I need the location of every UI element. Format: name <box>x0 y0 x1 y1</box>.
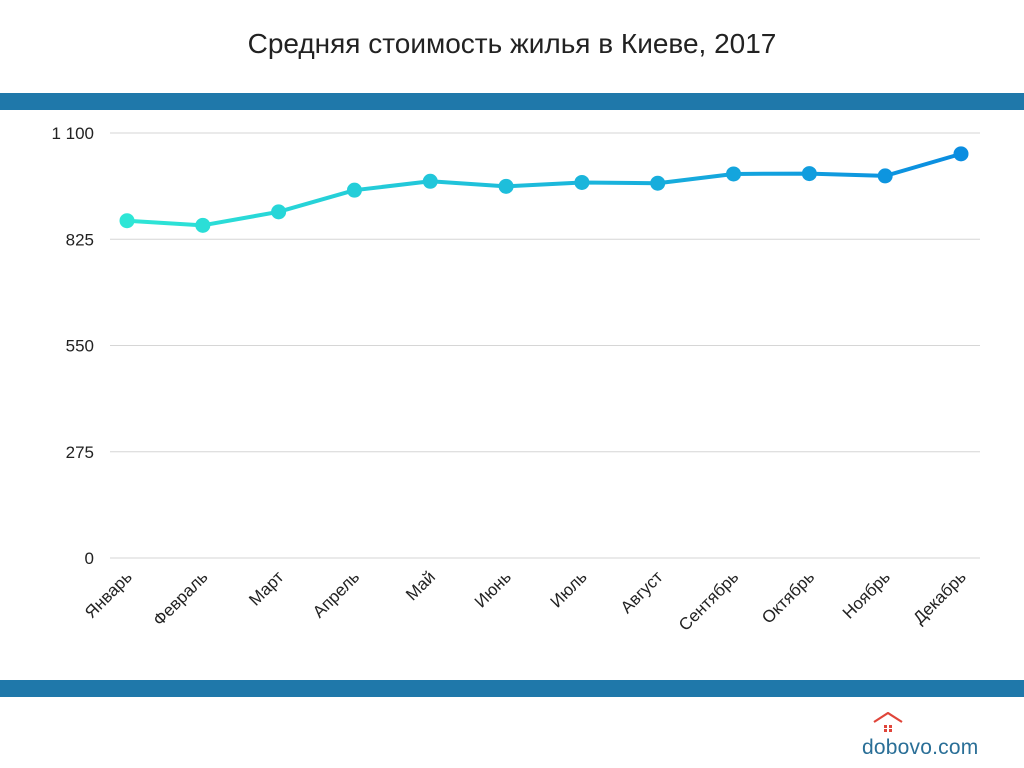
bottom-band <box>0 680 1024 697</box>
x-tick-label: Февраль <box>149 567 211 629</box>
y-tick-label: 275 <box>66 443 94 462</box>
data-point <box>574 174 590 190</box>
y-tick-label: 1 100 <box>51 124 94 143</box>
x-tick-label: Август <box>617 567 667 617</box>
x-tick-label: Ноябрь <box>839 567 894 622</box>
y-tick-label: 550 <box>66 337 94 356</box>
x-tick-label: Май <box>402 567 439 604</box>
house-icon <box>873 712 903 732</box>
data-point <box>195 217 211 233</box>
x-tick-label: Декабрь <box>910 567 970 627</box>
x-tick-label: Июль <box>547 567 591 611</box>
x-tick-label: Март <box>245 567 287 609</box>
x-tick-label: Январь <box>81 567 136 622</box>
data-point <box>801 166 817 182</box>
data-point <box>498 178 514 194</box>
x-tick-label: Сентябрь <box>675 567 742 634</box>
data-point <box>119 213 135 229</box>
chart-title: Средняя стоимость жилья в Киеве, 2017 <box>247 28 777 59</box>
x-tick-label: Апрель <box>309 567 363 621</box>
x-tick-label: Июнь <box>471 567 515 611</box>
logo: dobovo.com <box>862 710 1002 760</box>
data-point <box>650 175 666 191</box>
data-point <box>877 168 893 184</box>
data-point <box>726 166 742 182</box>
x-tick-label: Октябрь <box>758 567 818 627</box>
top-band <box>0 93 1024 110</box>
data-point <box>346 182 362 198</box>
series-line <box>125 151 963 228</box>
data-point <box>271 204 287 220</box>
logo-text: dobovo.com <box>862 736 979 759</box>
y-tick-label: 0 <box>85 549 94 568</box>
data-point <box>422 173 438 189</box>
data-point <box>953 146 969 162</box>
line-chart: 0 275 550 825 1 100 Январь Февраль Март Апрель Ма… <box>51 124 980 635</box>
y-tick-label: 825 <box>66 230 94 249</box>
